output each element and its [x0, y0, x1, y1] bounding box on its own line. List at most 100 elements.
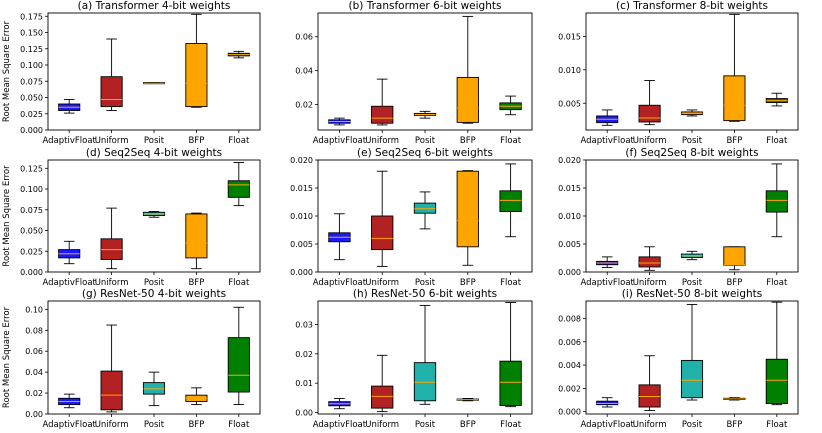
y-tick-label: 0.175 — [20, 12, 43, 21]
axes-frame — [317, 159, 533, 273]
axes-frame — [585, 300, 799, 415]
box-uniform — [638, 80, 661, 126]
x-tick-label: Float — [766, 278, 788, 288]
box-float — [227, 162, 250, 207]
y-tick-label: 0.10 — [25, 305, 43, 314]
panel-2: (b) Transformer 6-bit weights 0.02 0.04 0.0… — [295, 0, 533, 146]
box-bfp — [723, 13, 746, 122]
y-tick-label: 0.125 — [20, 45, 43, 54]
y-tick-label: 0.020 — [290, 156, 313, 165]
panel-title: (i) ResNet-50 8-bit weights — [622, 288, 763, 300]
x-tick-label: Float — [500, 278, 522, 288]
box-float — [765, 163, 788, 238]
panel-title: (c) Transformer 8-bit weights — [616, 0, 768, 12]
y-axis-label: Root Mean Square Error — [2, 306, 12, 408]
x-tick-label: AdaptivFloat — [313, 136, 367, 146]
y-tick-label: 0.08 — [25, 326, 43, 335]
axes-frame — [47, 12, 261, 131]
box-uniform — [371, 170, 394, 267]
iqr-box — [638, 104, 661, 123]
x-tick-label: Float — [228, 278, 250, 288]
box-float — [227, 306, 250, 406]
box-posit — [680, 304, 704, 401]
box-posit — [680, 109, 704, 117]
y-tick-label: 0.005 — [290, 240, 313, 249]
box-adaptivfloat — [58, 98, 81, 114]
x-tick-label: Posit — [144, 136, 165, 146]
x-tick-label: Float — [228, 136, 250, 146]
y-tick-label: 0.06 — [295, 33, 313, 42]
iqr-box — [596, 400, 619, 406]
y-axis-label: Root Mean Square Error — [2, 165, 12, 267]
box-bfp — [723, 246, 746, 271]
panel-7: (g) ResNet-50 4-bit weights 0.00 0.02 0.04 0… — [2, 288, 261, 430]
x-tick-label: BFP — [460, 278, 476, 288]
y-tick-label: 0.100 — [20, 61, 43, 70]
x-tick-label: BFP — [460, 420, 476, 430]
y-tick-label: 0.02 — [25, 389, 43, 398]
box-bfp — [723, 397, 746, 401]
y-tick-label: 0.06 — [25, 347, 43, 356]
iqr-box — [765, 358, 788, 404]
x-tick-label: BFP — [726, 420, 742, 430]
x-tick-label: Float — [766, 136, 788, 146]
box-posit — [413, 191, 437, 230]
iqr-box — [456, 170, 479, 248]
panel-title: (f) Seq2Seq 8-bit weights — [625, 147, 758, 159]
x-tick-label: Uniform — [633, 278, 667, 288]
iqr-box — [456, 76, 479, 123]
panel-1: (a) Transformer 4-bit weights 0.000 0.025 0… — [2, 0, 261, 146]
box-adaptivfloat — [58, 393, 81, 409]
x-tick-label: Posit — [682, 136, 703, 146]
box-bfp — [185, 13, 208, 108]
x-tick-label: Uniform — [95, 136, 129, 146]
iqr-box — [371, 215, 394, 251]
panel-5: (e) Seq2Seq 6-bit weights 0.000 0.005 0.010… — [290, 147, 533, 288]
iqr-box — [100, 370, 123, 411]
y-tick-label: 0.005 — [558, 240, 581, 249]
axes-frame — [47, 300, 261, 415]
y-tick-label: 0.00 — [25, 410, 43, 419]
x-tick-label: Posit — [682, 420, 703, 430]
box-float — [499, 163, 522, 238]
y-axis-label: Root Mean Square Error — [2, 20, 12, 122]
iqr-box — [723, 246, 746, 266]
x-tick-label: Uniform — [95, 420, 129, 430]
box-adaptivfloat — [596, 109, 619, 126]
box-posit — [413, 110, 437, 119]
panel-8: (h) ResNet-50 6-bit weights 0.00 0.01 0.02 0… — [295, 288, 533, 430]
box-bfp — [456, 15, 479, 124]
iqr-box — [185, 43, 208, 108]
box-uniform — [100, 207, 123, 270]
y-tick-label: 0.002 — [558, 384, 581, 393]
y-tick-label: 0.000 — [558, 408, 581, 417]
x-tick-label: Posit — [144, 278, 165, 288]
panel-title: (d) Seq2Seq 4-bit weights — [86, 147, 222, 159]
y-tick-label: 0.000 — [290, 268, 313, 277]
box-uniform — [638, 355, 661, 411]
y-tick-label: 0.075 — [20, 206, 43, 215]
iqr-box — [371, 105, 394, 124]
y-tick-label: 0.02 — [295, 101, 313, 110]
y-tick-label: 0.005 — [558, 99, 581, 108]
x-tick-label: Float — [228, 420, 250, 430]
iqr-box — [413, 202, 437, 214]
iqr-box — [227, 337, 250, 393]
y-tick-label: 0.015 — [290, 184, 313, 193]
iqr-box — [227, 180, 250, 198]
x-tick-label: BFP — [188, 278, 204, 288]
iqr-box — [142, 382, 166, 395]
x-tick-label: Uniform — [633, 136, 667, 146]
y-tick-label: 0.03 — [295, 320, 313, 329]
box-bfp — [456, 170, 479, 266]
y-tick-label: 0.02 — [295, 350, 313, 359]
y-tick-label: 0.000 — [558, 268, 581, 277]
x-tick-label: Uniform — [633, 420, 667, 430]
box-posit — [142, 371, 166, 407]
x-tick-label: Uniform — [365, 420, 399, 430]
box-adaptivfloat — [328, 397, 351, 410]
x-tick-label: AdaptivFloat — [313, 420, 367, 430]
panel-title: (b) Transformer 6-bit weights — [349, 0, 502, 12]
